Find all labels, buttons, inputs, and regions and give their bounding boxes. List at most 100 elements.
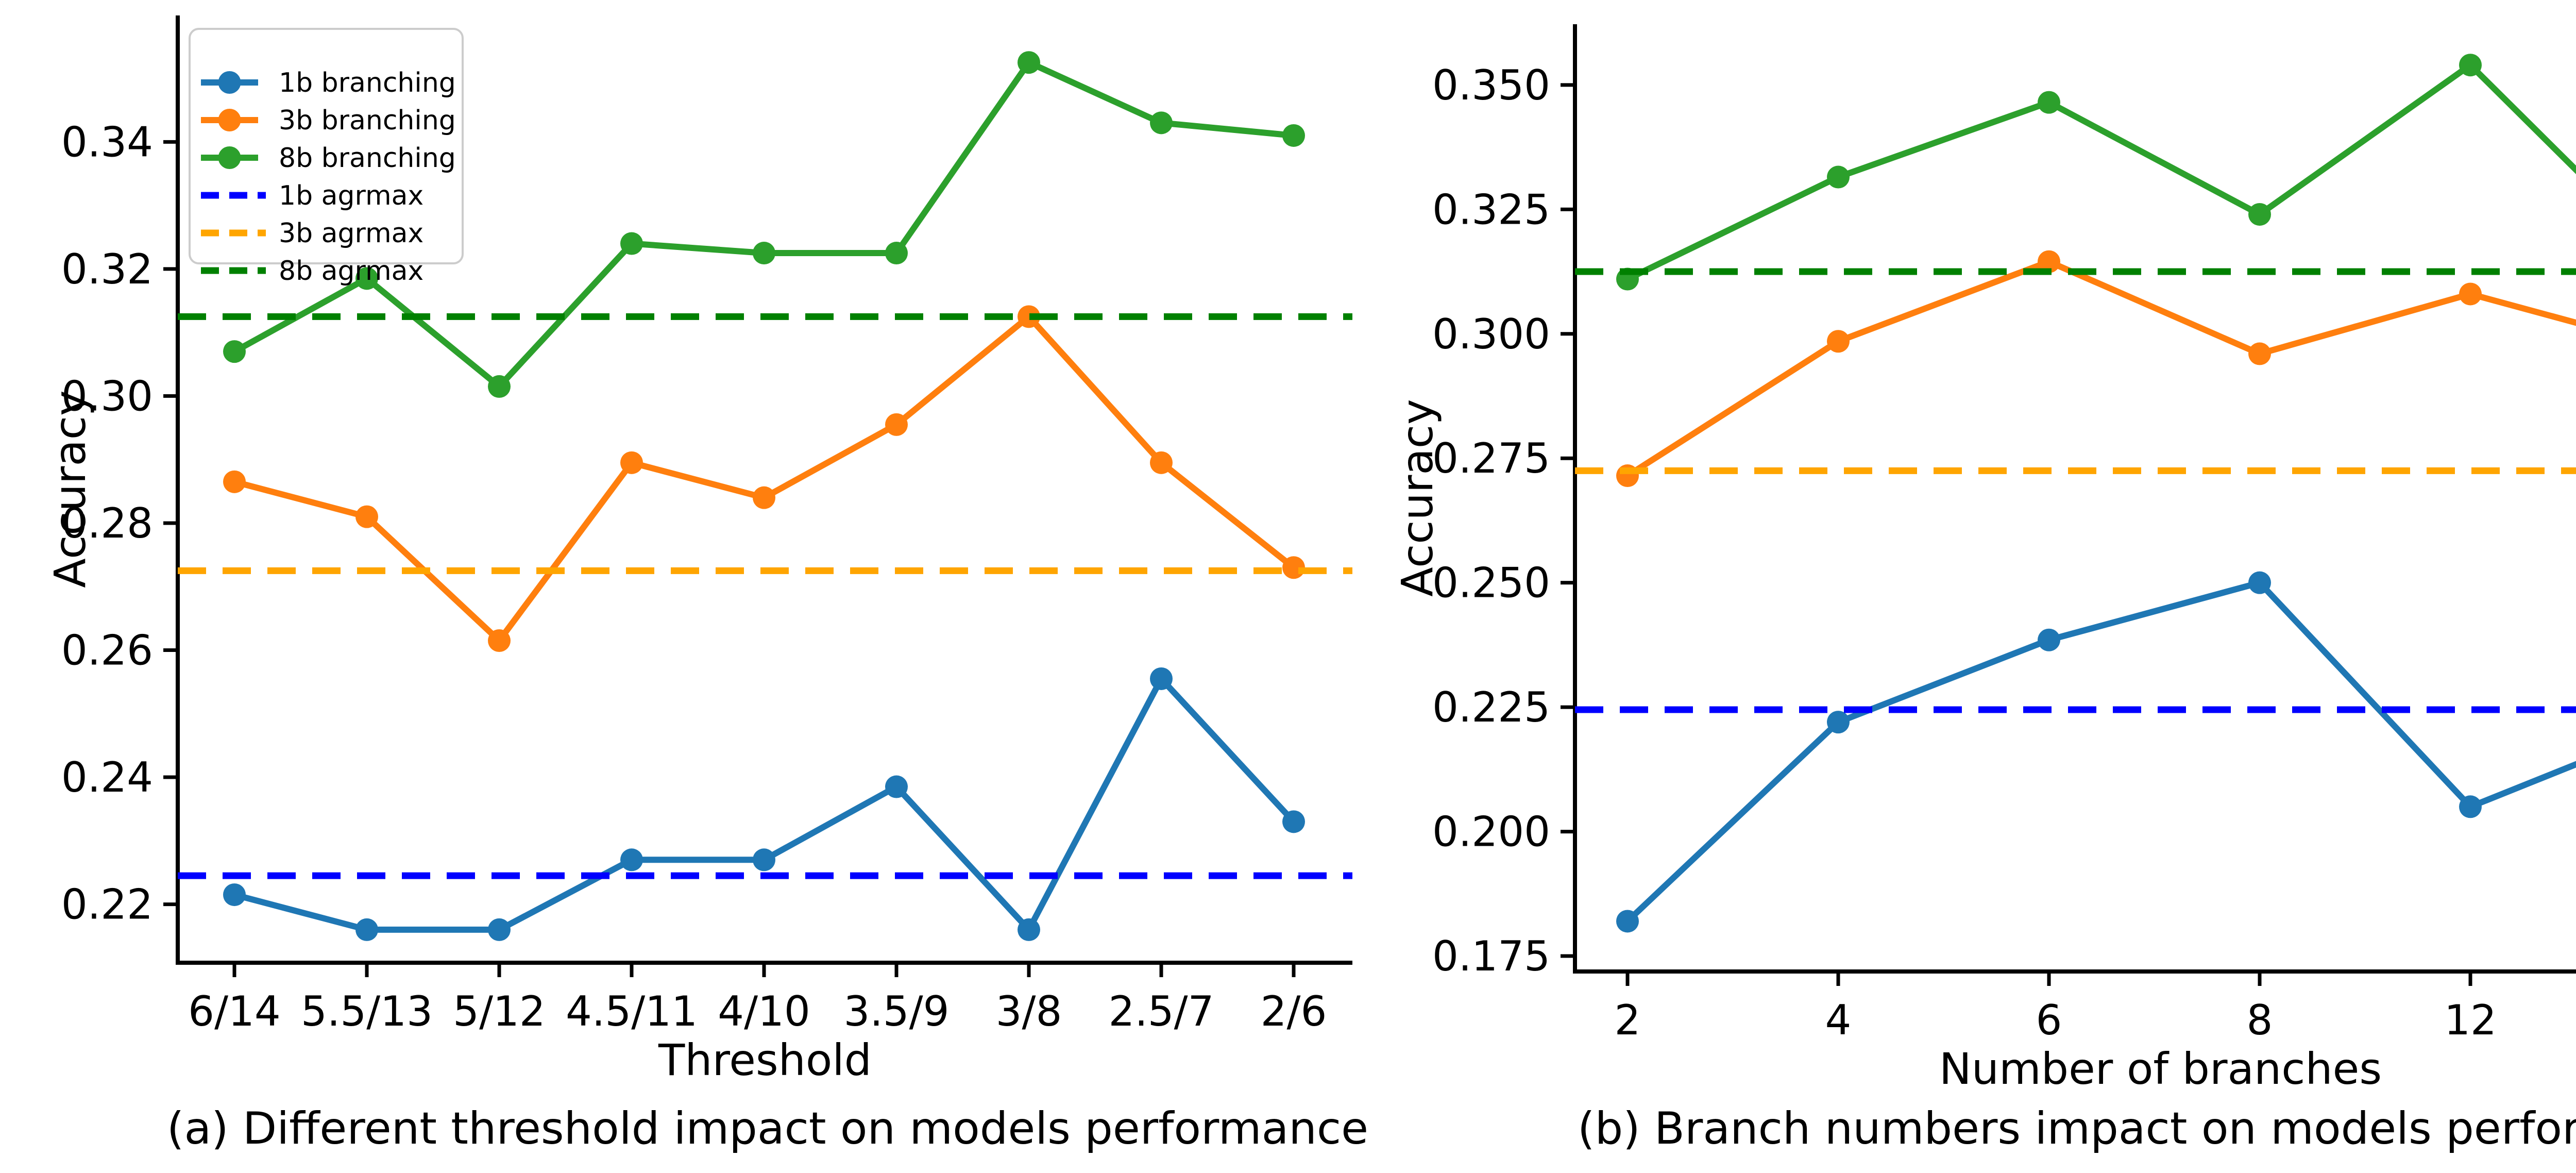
legend-label: 8b branching xyxy=(279,143,456,174)
data-point-1b-branching xyxy=(2248,571,2271,594)
series-line-3b-branching xyxy=(231,312,1297,645)
x-tick-label: 5.5/13 xyxy=(301,987,433,1035)
x-tick-label: 2/6 xyxy=(1261,987,1327,1035)
data-point-3b-branching xyxy=(1018,305,1040,328)
y-tick-label: 0.225 xyxy=(1432,683,1550,731)
x-tick-label: 6 xyxy=(2036,996,2062,1044)
y-tick-label: 0.30 xyxy=(61,372,153,420)
series-line-8b-branching xyxy=(1624,61,2576,282)
data-point-8b-branching xyxy=(1018,51,1040,74)
legend: 1b branching 3b branching 8b branching 1b a… xyxy=(189,28,464,287)
data-point-3b-branching xyxy=(2038,250,2060,273)
data-point-3b-branching xyxy=(1827,330,1850,353)
data-point-1b-branching xyxy=(1282,810,1305,833)
data-point-8b-branching xyxy=(620,232,643,255)
data-point-8b-branching xyxy=(488,375,511,398)
series-line-3b-branching xyxy=(1624,258,2576,479)
x-tick-label: 4.5/11 xyxy=(566,987,698,1035)
x-tick-label: 4 xyxy=(1825,996,1852,1044)
y-tick-label: 0.300 xyxy=(1432,310,1550,358)
legend-label: 3b branching xyxy=(279,105,456,136)
legend-marker-sample xyxy=(218,109,241,131)
x-tick-label: 4/10 xyxy=(718,987,810,1035)
branches-chart: 0.175 0.200 0.225 0.250 0.275 0.300 0.325 0.350… xyxy=(1392,24,2576,1094)
legend-box xyxy=(189,28,464,264)
x-tick-label: 6/14 xyxy=(188,987,281,1035)
data-point-8b-branching xyxy=(223,340,246,363)
y-axis-label: Accuracy xyxy=(45,390,95,588)
legend-entry: 1b agrmax xyxy=(201,180,423,211)
data-point-8b-branching xyxy=(885,242,908,265)
data-point-1b-branching xyxy=(753,848,775,872)
y-axis-label: Accuracy xyxy=(1392,399,1443,597)
data-point-3b-branching xyxy=(1150,451,1173,474)
data-point-1b-branching xyxy=(1827,711,1850,734)
data-point-1b-branching xyxy=(885,775,908,798)
legend-entry: 8b agrmax xyxy=(201,256,423,287)
data-point-1b-branching xyxy=(1616,910,1639,933)
y-tick-label: 0.350 xyxy=(1432,61,1550,109)
y-tick-label: 0.325 xyxy=(1432,186,1550,233)
caption-branches-chart: (b) Branch numbers impact on models perf… xyxy=(1578,1103,2576,1154)
data-point-3b-branching xyxy=(620,451,643,474)
y-tick-label: 0.275 xyxy=(1432,434,1550,482)
legend-marker-sample xyxy=(218,71,241,94)
y-tick-label: 0.34 xyxy=(61,118,153,166)
series-line-1b-branching xyxy=(231,673,1297,935)
threshold-chart: 0.22 0.24 0.26 0.28 0.30 0.32 0.34 6/14 5.5/13 5/… xyxy=(45,15,1352,1085)
legend-entry: 1b branching xyxy=(201,68,456,98)
data-point-3b-branching xyxy=(885,413,908,436)
series-line-1b-branching xyxy=(1624,579,2576,925)
data-point-1b-branching xyxy=(1018,918,1040,941)
x-tick-label: 3.5/9 xyxy=(843,987,949,1035)
data-point-1b-branching xyxy=(488,918,511,941)
data-point-3b-branching xyxy=(753,486,775,509)
data-point-1b-branching xyxy=(620,848,643,872)
data-point-8b-branching xyxy=(1282,124,1305,147)
data-point-1b-branching xyxy=(1150,667,1173,690)
data-point-8b-branching xyxy=(2248,203,2271,226)
legend-marker-sample xyxy=(218,146,241,169)
data-point-8b-branching xyxy=(753,242,775,265)
y-tick-label: 0.26 xyxy=(61,626,153,674)
x-tick-label: 8 xyxy=(2247,996,2273,1044)
legend-entry: 3b agrmax xyxy=(201,218,423,249)
legend-label: 1b branching xyxy=(279,68,456,98)
y-tick-label: 0.24 xyxy=(61,753,153,801)
data-point-8b-branching xyxy=(355,267,378,290)
data-point-8b-branching xyxy=(2459,54,2482,77)
data-point-3b-branching xyxy=(355,505,378,528)
legend-entry: 3b branching xyxy=(201,105,456,136)
y-tick-label: 0.22 xyxy=(61,881,153,929)
legend-entry: 8b branching xyxy=(201,143,456,174)
data-point-1b-branching xyxy=(223,883,246,907)
x-tick-label: 5/12 xyxy=(453,987,546,1035)
x-tick-label: 2 xyxy=(1615,996,1641,1044)
x-tick-label: 2.5/7 xyxy=(1108,987,1214,1035)
data-point-3b-branching xyxy=(223,470,246,493)
data-point-1b-branching xyxy=(355,918,378,941)
x-axis-label: Number of branches xyxy=(1939,1044,2382,1094)
data-point-3b-branching xyxy=(2459,282,2482,306)
data-point-3b-branching xyxy=(488,629,511,652)
x-axis-label: Threshold xyxy=(658,1035,872,1085)
y-tick-label: 0.200 xyxy=(1432,808,1550,856)
y-tick-label: 0.250 xyxy=(1432,559,1550,607)
data-point-1b-branching xyxy=(2038,628,2060,651)
legend-label: 8b agrmax xyxy=(279,256,423,287)
x-tick-label: 12 xyxy=(2444,996,2497,1044)
y-tick-label: 0.175 xyxy=(1432,932,1550,980)
legend-label: 3b agrmax xyxy=(279,218,423,249)
caption-threshold-chart: (a) Different threshold impact on models… xyxy=(166,1103,1369,1154)
data-point-1b-branching xyxy=(2459,795,2482,818)
data-point-8b-branching xyxy=(1827,165,1850,189)
x-tick-label: 3/8 xyxy=(996,987,1062,1035)
legend-label: 1b agrmax xyxy=(279,180,423,211)
y-tick-label: 0.32 xyxy=(61,245,153,293)
data-point-8b-branching xyxy=(1150,111,1173,135)
data-point-3b-branching xyxy=(2248,342,2271,365)
data-point-8b-branching xyxy=(2038,91,2060,114)
y-tick-label: 0.28 xyxy=(61,499,153,547)
